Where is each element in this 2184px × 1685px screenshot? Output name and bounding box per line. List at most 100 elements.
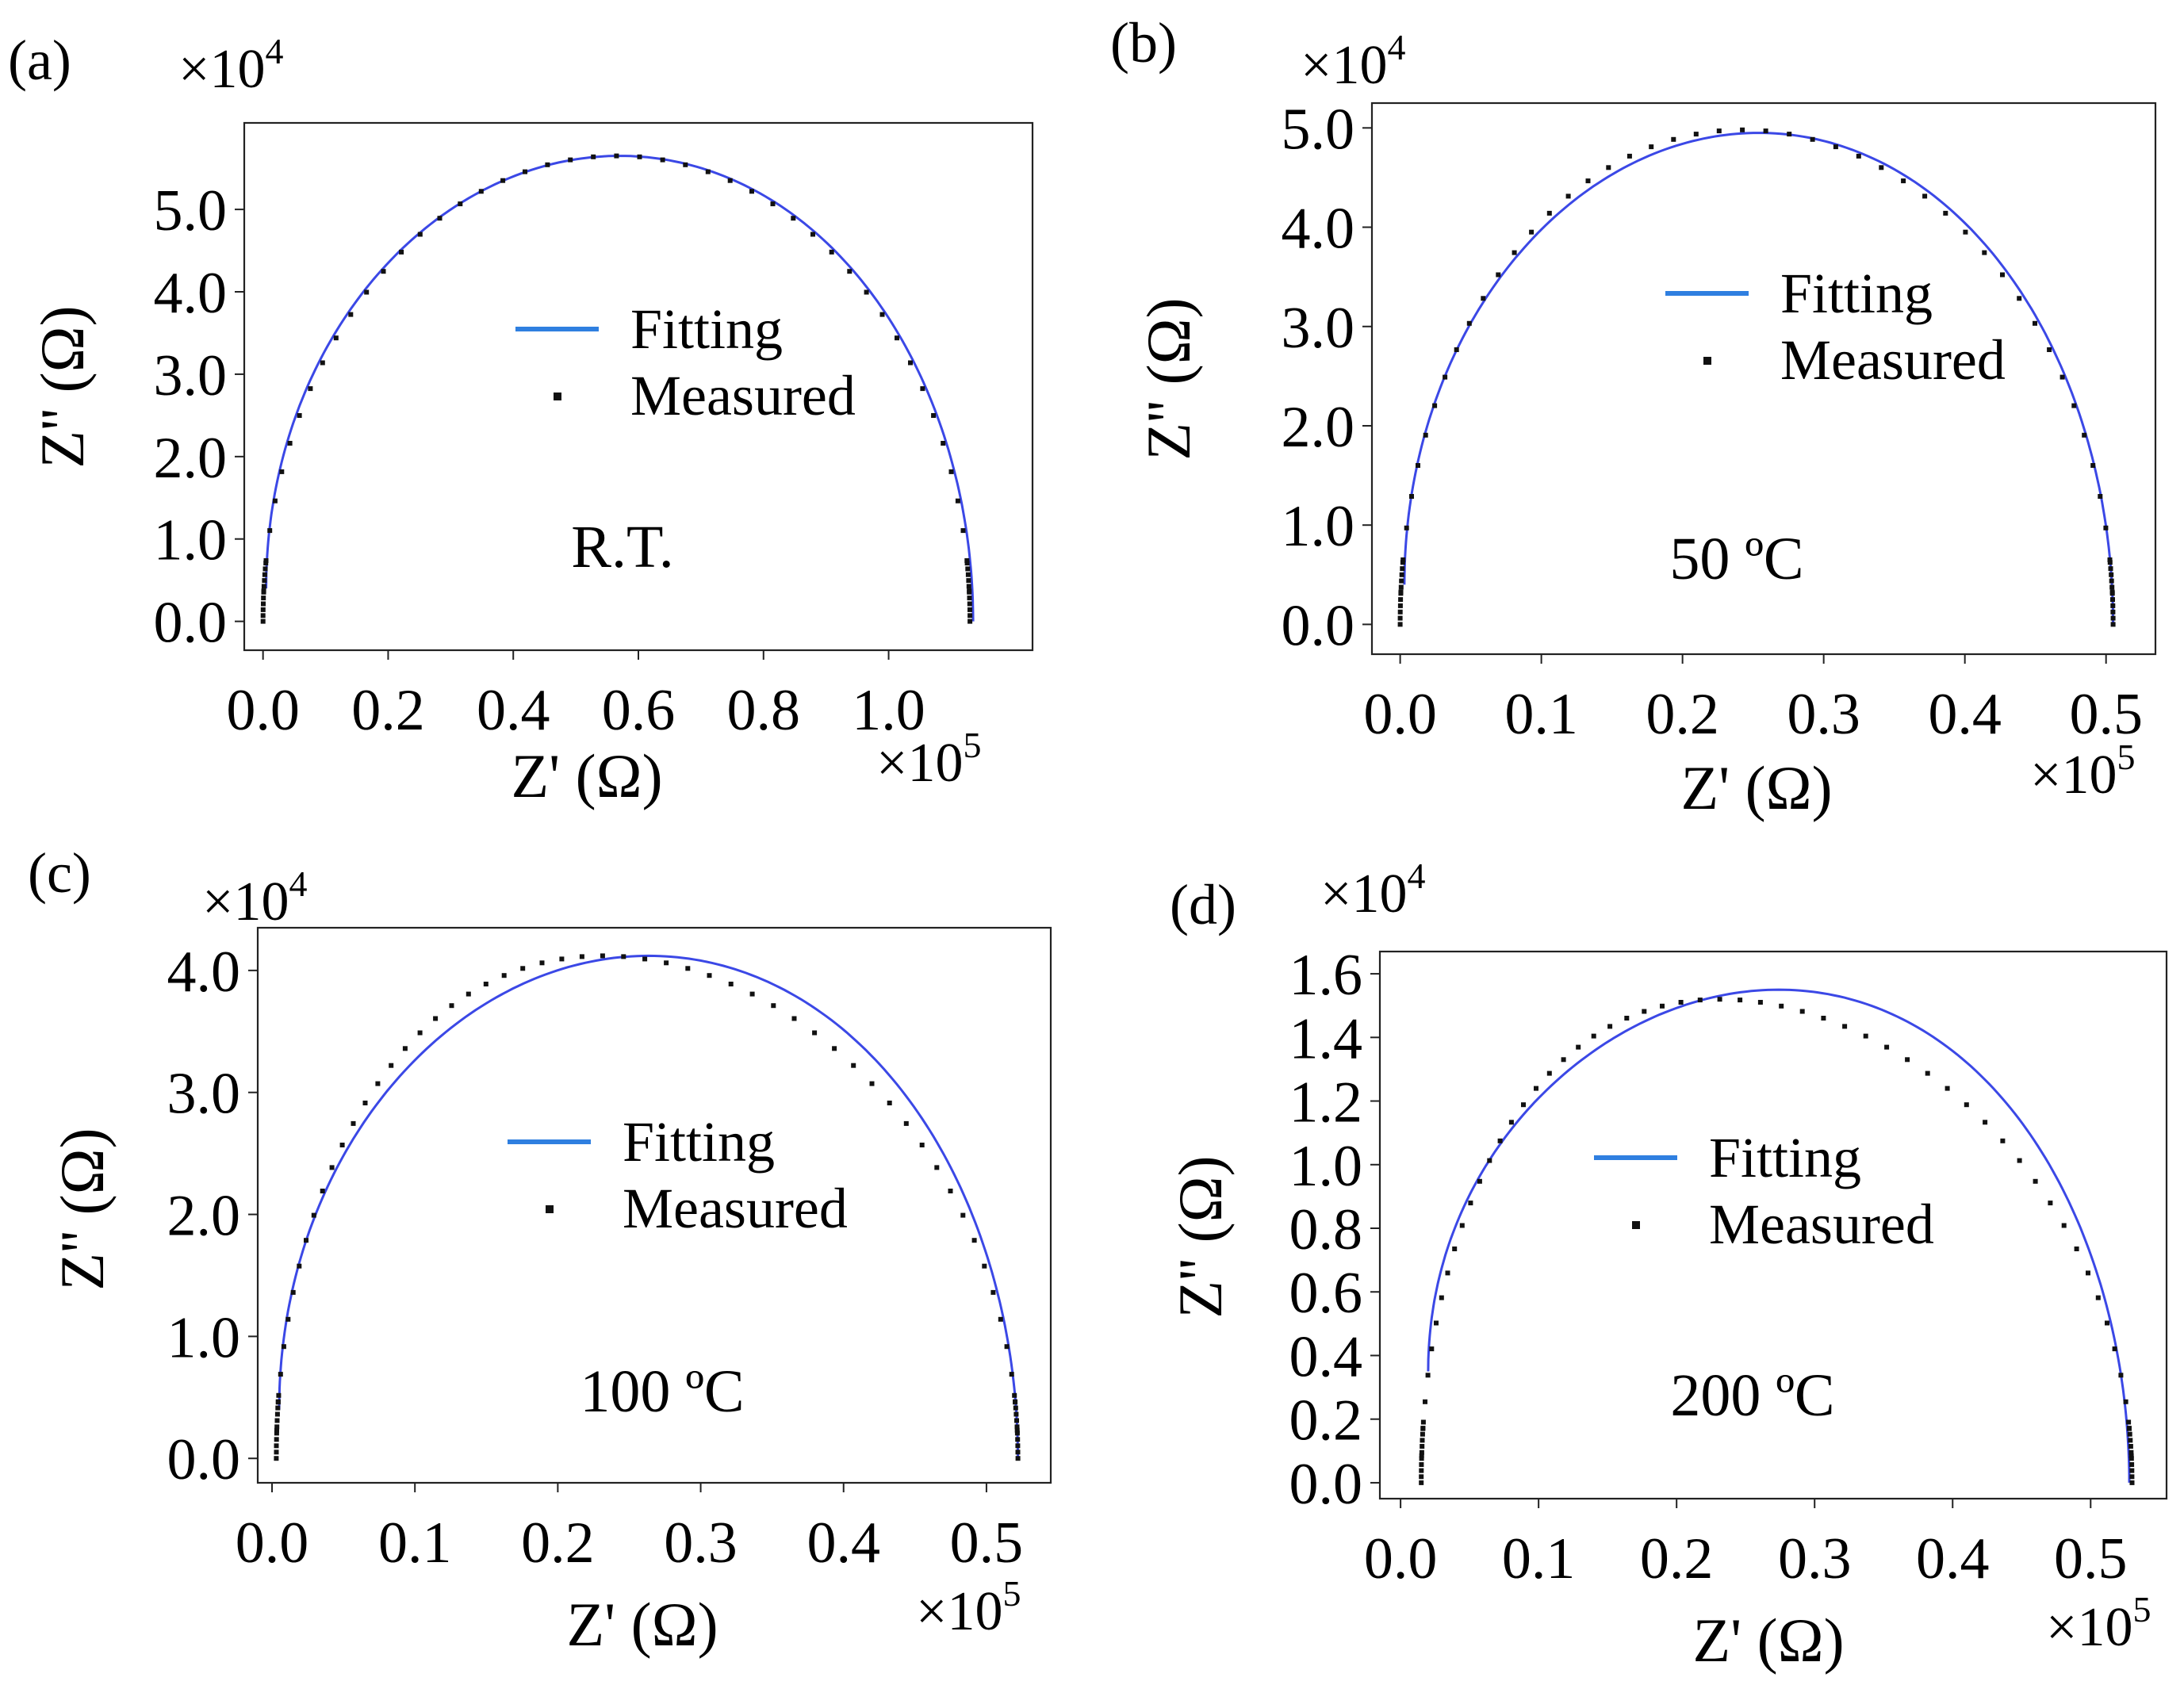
x-tick-label: 0.4 bbox=[477, 678, 550, 743]
x-tick-label: 0.5 bbox=[950, 1511, 1024, 1576]
x-multiplier: ×105 bbox=[916, 1573, 1021, 1642]
measured-point bbox=[919, 1143, 925, 1147]
measured-point bbox=[1922, 193, 1928, 199]
measured-point bbox=[1419, 1462, 1424, 1467]
measured-point bbox=[931, 413, 937, 418]
y-tick-label: 2.0 bbox=[167, 1184, 241, 1249]
y-tick-label: 0.6 bbox=[1289, 1261, 1363, 1326]
measured-point bbox=[2082, 432, 2087, 438]
fitting-curve bbox=[1427, 988, 2131, 1483]
measured-point bbox=[501, 973, 507, 978]
measured-point bbox=[1013, 1399, 1017, 1404]
measured-point bbox=[1779, 1003, 1784, 1009]
measured-point bbox=[2090, 463, 2096, 468]
measured-point bbox=[1013, 1405, 1018, 1411]
measured-point bbox=[1481, 296, 1486, 301]
fitting-curve bbox=[278, 954, 1020, 1459]
measured-point bbox=[260, 607, 266, 612]
measured-point bbox=[1400, 557, 1406, 562]
measured-point bbox=[1015, 1456, 1021, 1461]
measured-point bbox=[2112, 1346, 2117, 1352]
measured-point bbox=[967, 601, 972, 607]
measured-point bbox=[1693, 132, 1699, 137]
measured-point bbox=[2000, 272, 2005, 278]
measured-point bbox=[1012, 1392, 1017, 1398]
measured-point bbox=[1863, 1033, 1868, 1039]
measured-point bbox=[1419, 1456, 1424, 1461]
measured-point bbox=[2109, 572, 2114, 577]
measured-point bbox=[559, 956, 565, 962]
measured-point bbox=[458, 201, 463, 207]
measured-point bbox=[1398, 591, 1404, 596]
fitting-curve bbox=[265, 155, 975, 622]
measured-point bbox=[437, 216, 443, 221]
y-tick-label: 1.0 bbox=[1282, 494, 1355, 559]
plot-frame bbox=[256, 926, 1052, 1484]
measured-point bbox=[1925, 1070, 1930, 1076]
measured-point bbox=[2110, 597, 2115, 603]
measured-point bbox=[1454, 347, 1459, 352]
measured-point bbox=[274, 1411, 280, 1417]
chart-panel-2: 0.0 0.1 0.2 0.3 0.4 0.5 0.0 1.0 2.0 3.0 4.0 5.0 (b) ×… bbox=[1110, 11, 2157, 822]
measured-point bbox=[2129, 1480, 2135, 1485]
measured-point bbox=[1468, 1201, 1473, 1206]
measured-point bbox=[2128, 1444, 2133, 1449]
temperature-annotation: R.T. bbox=[571, 514, 673, 580]
measured-point bbox=[960, 528, 966, 534]
measured-point bbox=[770, 201, 776, 207]
x-multiplier-base: ×10 bbox=[2030, 745, 2117, 806]
measured-point bbox=[1015, 1449, 1021, 1455]
measured-point bbox=[2109, 578, 2114, 584]
measured-point bbox=[449, 1003, 454, 1009]
y-multiplier-exponent: 4 bbox=[289, 864, 307, 904]
y-tick-label: 3.0 bbox=[1282, 296, 1355, 361]
y-tick-label: 4.0 bbox=[1282, 197, 1355, 262]
y-tick-label: 0.0 bbox=[1282, 593, 1355, 658]
x-tick-label: 0.2 bbox=[1640, 1526, 1714, 1591]
measured-point bbox=[967, 613, 973, 618]
measured-point bbox=[2128, 1438, 2133, 1443]
measured-point bbox=[417, 232, 423, 237]
measured-point bbox=[297, 413, 302, 418]
measured-point bbox=[1429, 1346, 1435, 1352]
measured-point bbox=[2048, 1201, 2053, 1206]
measured-point bbox=[1787, 132, 1792, 137]
legend-fit-label: Fitting bbox=[1780, 262, 1933, 325]
measured-point bbox=[1398, 584, 1404, 590]
panel-label: (c) bbox=[28, 841, 91, 905]
measured-point bbox=[832, 1046, 837, 1051]
measured-point bbox=[2059, 374, 2065, 380]
measured-point bbox=[749, 189, 754, 194]
measured-point bbox=[274, 1449, 279, 1455]
measured-point bbox=[381, 269, 386, 274]
measured-point bbox=[275, 1399, 281, 1404]
measured-point bbox=[895, 335, 899, 341]
x-multiplier-base: ×10 bbox=[916, 1581, 1002, 1642]
y-multiplier-exponent: 4 bbox=[265, 31, 283, 71]
fitting-curve bbox=[1403, 132, 2115, 625]
legend-measured-swatch bbox=[1632, 1221, 1640, 1229]
measured-point bbox=[2047, 347, 2052, 352]
measured-point bbox=[1400, 566, 1405, 572]
measured-point bbox=[749, 991, 755, 997]
legend-fit-label: Fitting bbox=[623, 1110, 775, 1174]
measured-point bbox=[971, 1238, 977, 1243]
measured-point bbox=[279, 469, 285, 474]
measured-point bbox=[297, 1263, 302, 1269]
legend-measured-label: Measured bbox=[630, 364, 856, 427]
measured-point bbox=[1419, 1468, 1424, 1473]
measured-point bbox=[1591, 1033, 1596, 1039]
measured-point bbox=[275, 1405, 281, 1411]
measured-point bbox=[1697, 998, 1703, 1003]
measured-point bbox=[966, 578, 971, 584]
y-tick-label: 4.0 bbox=[154, 261, 228, 326]
legend-measured-label: Measured bbox=[623, 1177, 848, 1240]
y-tick-label: 1.0 bbox=[167, 1305, 241, 1370]
measured-point bbox=[879, 312, 885, 317]
measured-point bbox=[621, 954, 626, 959]
measured-point bbox=[637, 154, 642, 159]
measured-point bbox=[308, 386, 313, 392]
temperature-annotation: 100 ºC bbox=[580, 1358, 744, 1425]
